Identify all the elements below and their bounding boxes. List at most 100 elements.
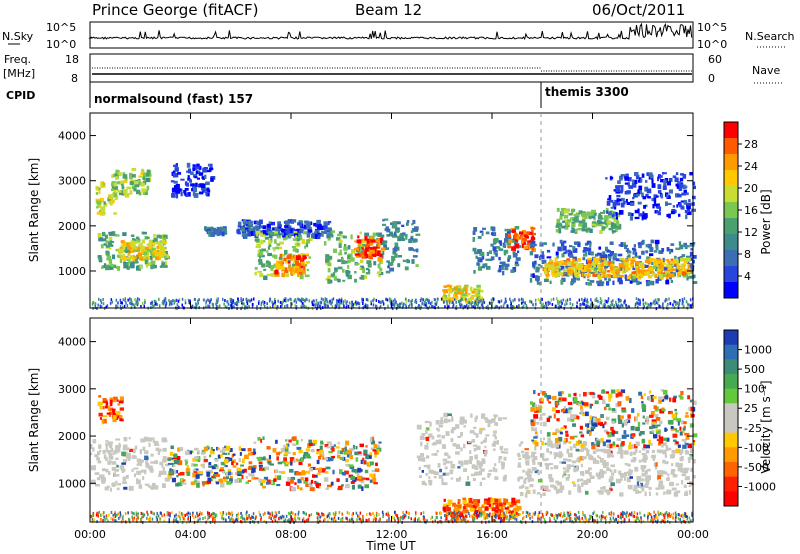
echo-cell <box>675 300 677 304</box>
echo-cell <box>326 300 329 304</box>
echo-cell <box>585 259 589 264</box>
echo-cell <box>556 223 559 227</box>
echo-cell <box>490 226 494 231</box>
echo-cell <box>406 258 409 262</box>
echo-cell <box>521 301 523 305</box>
echo-cell <box>531 467 537 471</box>
echo-cell <box>609 476 614 481</box>
echo-cell <box>257 437 261 441</box>
echo-cell <box>343 246 348 251</box>
echo-cell <box>679 457 682 461</box>
echo-cell <box>467 476 469 481</box>
echo-cell <box>620 303 622 307</box>
echo-cell <box>448 299 451 303</box>
echo-cell <box>415 233 421 236</box>
echo-cell <box>519 492 524 497</box>
echo-cell <box>370 447 376 450</box>
echo-cell <box>246 229 251 233</box>
echo-cell <box>332 272 335 275</box>
echo-cell <box>268 244 272 247</box>
echo-cell <box>616 451 621 454</box>
nsky-tick-top: 10^5 <box>46 21 76 34</box>
echo-cell <box>275 469 278 473</box>
echo-cell <box>392 251 397 255</box>
echo-cell <box>436 427 439 430</box>
echo-cell <box>289 469 294 473</box>
echo-cell <box>197 183 200 188</box>
echo-cell <box>102 415 108 418</box>
echo-cell <box>464 284 469 288</box>
echo-cell <box>612 273 616 278</box>
echo-cell <box>619 257 624 261</box>
echo-cell <box>258 261 263 265</box>
echo-cell <box>525 455 531 460</box>
echo-cell <box>103 243 107 246</box>
echo-cell <box>161 301 164 305</box>
echo-cell <box>627 177 632 182</box>
echo-cell <box>377 257 383 262</box>
echo-cell <box>105 449 109 453</box>
echo-cell <box>638 450 642 453</box>
echo-cell <box>410 300 412 304</box>
echo-cell <box>653 197 657 203</box>
echo-cell <box>492 501 498 505</box>
echo-cell <box>612 299 614 303</box>
echo-cell <box>596 460 600 464</box>
echo-cell <box>275 264 281 270</box>
echo-cell <box>96 477 100 481</box>
echo-cell <box>532 303 534 307</box>
echo-cell <box>224 305 227 309</box>
echo-cell <box>578 266 583 269</box>
echo-cell <box>566 302 568 306</box>
echo-cell <box>646 480 650 485</box>
echo-cell <box>187 168 192 174</box>
echo-cell <box>322 468 326 473</box>
echo-cell <box>491 502 494 508</box>
echo-cell <box>259 232 263 236</box>
echo-cell <box>657 190 662 194</box>
echo-cell <box>536 266 540 271</box>
echo-cell <box>182 479 186 482</box>
echo-cell <box>577 490 582 493</box>
echo-cell <box>109 247 112 250</box>
echo-cell <box>115 171 118 175</box>
echo-cell <box>347 254 351 259</box>
echo-cell <box>187 192 191 197</box>
echo-cell <box>113 189 119 192</box>
echo-cell <box>602 273 607 278</box>
echo-cell <box>543 242 547 245</box>
echo-cell <box>682 174 687 179</box>
echo-cell <box>504 238 509 243</box>
echo-cell <box>564 209 569 214</box>
echo-cell <box>598 456 602 460</box>
echo-cell <box>99 417 102 420</box>
echo-cell <box>630 260 634 264</box>
echo-cell <box>333 248 337 253</box>
echo-cell <box>662 273 666 277</box>
echo-cell <box>398 304 401 308</box>
echo-cell <box>481 301 484 305</box>
echo-cell <box>644 204 648 208</box>
echo-cell <box>560 225 563 229</box>
echo-cell <box>220 226 223 230</box>
echo-cell <box>459 302 461 306</box>
echo-cell <box>475 302 478 306</box>
echo-cell <box>283 257 287 262</box>
echo-cell <box>128 252 131 255</box>
echo-cell <box>190 183 195 187</box>
echo-cell <box>117 255 123 259</box>
echo-cell <box>594 267 599 270</box>
echo-cell <box>596 280 601 284</box>
echo-cell <box>229 297 232 301</box>
echo-cell <box>141 256 146 259</box>
echo-cell <box>389 267 394 272</box>
echo-cell <box>474 465 479 470</box>
echo-cell <box>168 303 171 307</box>
echo-cell <box>592 450 597 455</box>
echo-cell <box>141 168 144 173</box>
echo-cell <box>370 302 372 306</box>
echo-cell <box>671 449 676 454</box>
echo-cell <box>208 298 210 302</box>
echo-cell <box>108 414 112 417</box>
echo-cell <box>327 222 330 226</box>
